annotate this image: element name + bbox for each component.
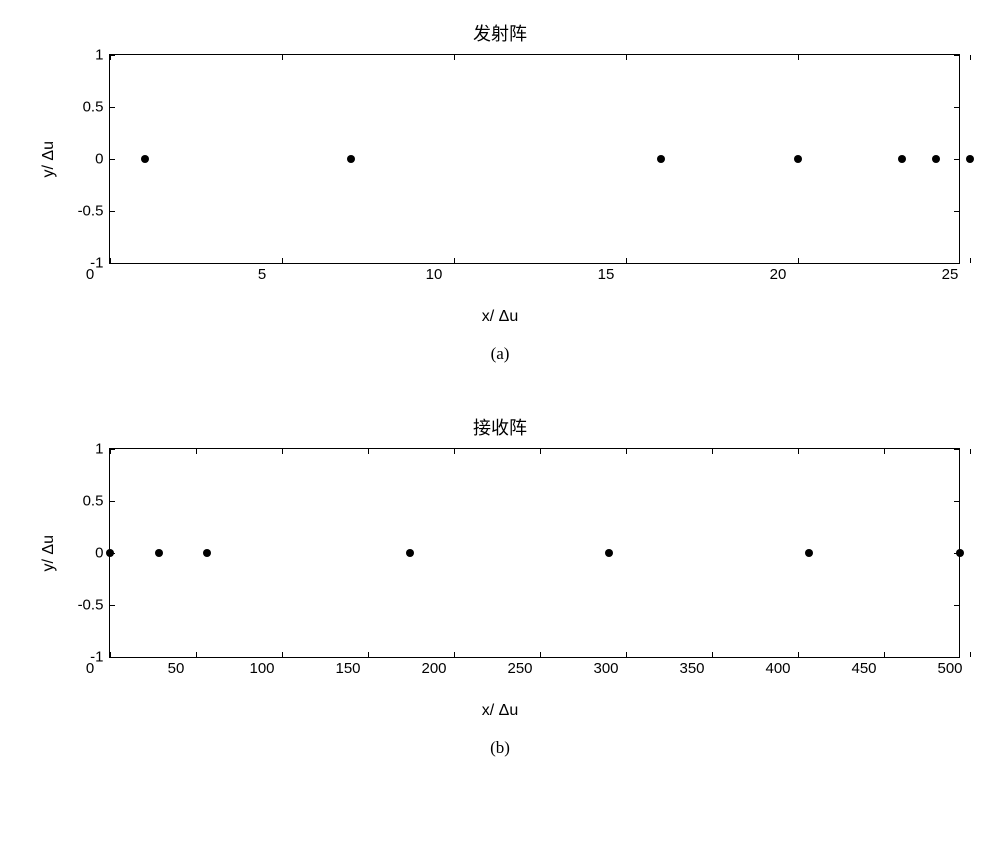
x-tick-label: 20 [770,266,787,283]
y-tick-label: 0.5 [83,493,104,510]
chart-a-yticks: -1-0.500.51 [66,55,109,263]
y-tick-label: 0 [95,545,103,562]
chart-b-ylabel: y/ Δu [40,535,58,571]
x-tick-label: 0 [86,266,94,283]
data-point [155,549,163,557]
chart-b-plot-wrapper: y/ Δu -1-0.500.51 [40,448,960,658]
data-point [966,155,974,163]
x-tick-label: 400 [765,660,790,677]
data-point [794,155,802,163]
data-point [956,549,964,557]
chart-a-xlabel: x/ Δu [40,308,960,326]
x-tick-label: 350 [679,660,704,677]
chart-b: 接收阵 y/ Δu -1-0.500.51 050100150200250300… [40,414,960,758]
x-tick-label: 100 [249,660,274,677]
chart-b-subcaption: (b) [40,738,960,758]
x-tick-label: 15 [598,266,615,283]
x-tick-label: 300 [593,660,618,677]
x-tick-label: 450 [851,660,876,677]
data-point [141,155,149,163]
data-point [347,155,355,163]
chart-a-plot-area [109,54,960,264]
x-tick-label: 150 [335,660,360,677]
data-point [657,155,665,163]
chart-b-xtick-labels: 050100150200250300350400450500 [90,658,950,678]
x-tick-label: 5 [258,266,266,283]
chart-b-yticks: -1-0.500.51 [66,449,109,657]
chart-a-title: 发射阵 [40,20,960,46]
y-tick-label: -0.5 [78,203,104,220]
y-tick-label: 0.5 [83,99,104,116]
data-point [898,155,906,163]
y-tick-label: -0.5 [78,597,104,614]
data-point [203,549,211,557]
chart-b-plot-area [109,448,960,658]
chart-a-plot-wrapper: y/ Δu -1-0.500.51 [40,54,960,264]
chart-a: 发射阵 y/ Δu -1-0.500.51 0510152025 x/ Δu (… [40,20,960,364]
x-tick-label: 250 [507,660,532,677]
chart-b-xlabel: x/ Δu [40,702,960,720]
chart-a-ylabel: y/ Δu [40,141,58,177]
data-point [805,549,813,557]
x-tick-label: 50 [168,660,185,677]
data-point [605,549,613,557]
x-tick-label: 25 [942,266,959,283]
x-tick-label: 0 [86,660,94,677]
x-tick-label: 500 [937,660,962,677]
chart-a-subcaption: (a) [40,344,960,364]
y-tick-label: 1 [95,47,103,64]
x-tick-label: 10 [426,266,443,283]
data-point [932,155,940,163]
x-tick-label: 200 [421,660,446,677]
chart-a-xtick-labels: 0510152025 [90,264,950,284]
data-point [106,549,114,557]
data-point [406,549,414,557]
y-tick-label: 0 [95,151,103,168]
y-tick-label: 1 [95,441,103,458]
chart-b-title: 接收阵 [40,414,960,440]
